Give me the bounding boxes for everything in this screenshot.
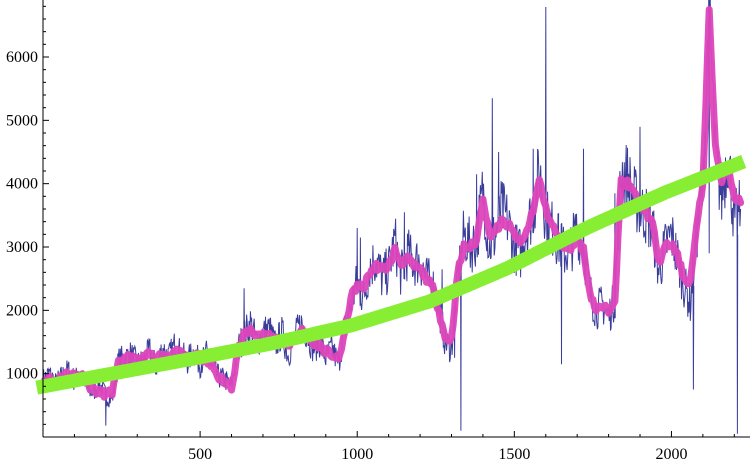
x-tick-label: 1000 [341,446,373,463]
x-tick-label: 500 [188,446,212,463]
trend-curve [35,154,747,395]
y-tick-label: 5000 [6,112,38,129]
axes [42,0,750,438]
ticks: 500 1000 1500 2000 1000 2000 3000 4000 5000 6000 [6,5,735,463]
smoothed-series-line [39,6,745,401]
plot-area [35,0,747,434]
y-tick-label: 3000 [6,239,38,256]
y-tick-label: 1000 [6,366,38,383]
x-tick-label: 2000 [655,446,687,463]
y-tick-label: 6000 [6,49,38,66]
x-tick-label: 1500 [498,446,530,463]
y-tick-label: 2000 [6,302,38,319]
y-tick-label: 4000 [6,176,38,193]
